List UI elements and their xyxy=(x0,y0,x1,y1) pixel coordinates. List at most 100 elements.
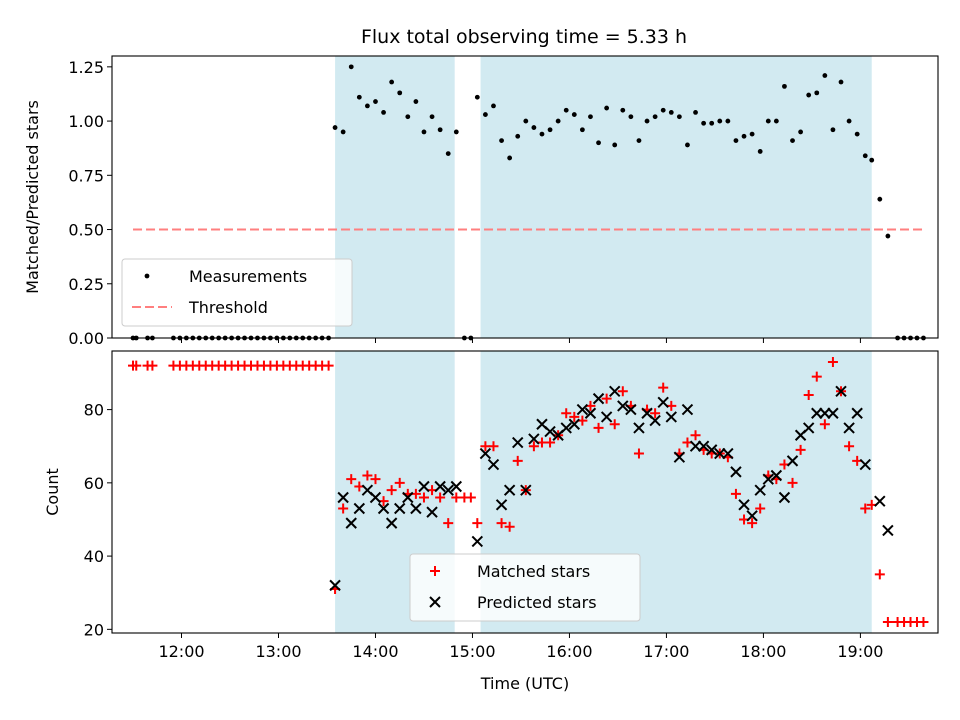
measurements-point xyxy=(885,233,891,239)
y-tick-label: 20 xyxy=(84,620,104,639)
measurements-point xyxy=(340,129,346,135)
measurements-point xyxy=(499,138,504,144)
measurements-point xyxy=(348,64,354,70)
measurements-point xyxy=(373,99,378,104)
measurements-point xyxy=(445,151,451,157)
measurements-point xyxy=(877,196,883,202)
matched-stars-point xyxy=(795,444,806,455)
predicted-stars-point xyxy=(487,458,500,471)
matched-stars-point xyxy=(819,419,830,430)
predicted-stars-point xyxy=(503,484,516,496)
predicted-stars-point xyxy=(746,510,758,522)
predicted-stars-point xyxy=(827,407,839,419)
predicted-stars-point xyxy=(410,502,422,515)
measurements-point xyxy=(854,131,860,137)
predicted-stars-point xyxy=(528,433,540,445)
predicted-stars-point xyxy=(560,422,572,434)
measurements-point xyxy=(579,127,585,133)
measurements-point xyxy=(332,125,338,130)
measurements-point xyxy=(397,90,403,96)
legend-label-threshold: Threshold xyxy=(188,298,268,317)
predicted-stars-point xyxy=(874,495,886,507)
measurements-point xyxy=(547,127,553,133)
measurements-point xyxy=(523,118,529,124)
observing-window-1 xyxy=(335,56,455,338)
measurements-point xyxy=(644,118,650,124)
predicted-stars-point xyxy=(329,579,341,592)
observing-window-2 xyxy=(480,56,872,338)
measurements-point xyxy=(413,99,419,104)
bottom-panel-counts: 12:00 13:00 14:00 15:00 16:00 17:00 18:00 19:00… xyxy=(43,350,939,693)
measurements-point xyxy=(652,114,658,120)
measurements-point xyxy=(620,107,626,113)
measurements-point xyxy=(482,112,488,117)
legend-box xyxy=(121,258,353,327)
measurements-point xyxy=(685,142,690,148)
predicted-stars-point xyxy=(450,480,463,493)
y-tick-label: 60 xyxy=(84,474,104,493)
measurements-point xyxy=(429,114,435,120)
matched-stars-point xyxy=(528,441,539,452)
predicted-stars-point xyxy=(665,411,677,423)
matched-stars-point xyxy=(131,360,142,371)
matched-stars-point xyxy=(601,393,612,404)
predicted-stars-point xyxy=(434,480,446,493)
measurements-point xyxy=(814,90,820,96)
predicted-stars-point xyxy=(394,502,406,515)
legend-swatch-predicted-stars xyxy=(429,596,441,608)
y-axis-label: Count xyxy=(43,468,62,516)
measurements-point xyxy=(453,129,459,135)
predicted-stars-point xyxy=(843,422,855,434)
y-tick-label: 0.75 xyxy=(68,166,104,185)
matched-stars-point xyxy=(443,518,454,529)
predicted-stars-point xyxy=(617,400,629,412)
predicted-stars-point xyxy=(770,469,783,482)
predicted-stars-point xyxy=(520,484,532,496)
predicted-stars-point xyxy=(778,491,791,504)
predicted-stars-point xyxy=(786,455,799,467)
predicted-stars-point xyxy=(337,491,349,504)
measurements-point xyxy=(757,149,763,154)
legend-label-matched-stars: Matched stars xyxy=(477,562,590,581)
predicted-stars-point xyxy=(442,484,454,496)
measurements-point xyxy=(405,114,411,120)
matched-stars-point xyxy=(827,356,838,367)
predicted-stars-point xyxy=(544,425,556,438)
y-tick-label: 0.50 xyxy=(68,221,104,240)
x-tick-label: 17:00 xyxy=(643,642,689,661)
legend: Measurements Threshold xyxy=(121,258,353,327)
measurements-point xyxy=(356,94,362,100)
predicted-stars-point xyxy=(471,535,484,548)
y-tick-label: 40 xyxy=(84,547,104,566)
predicted-stars-point xyxy=(754,484,766,496)
matched-stars-point xyxy=(874,569,885,580)
predicted-stars-point xyxy=(345,517,357,529)
predicted-stars-point xyxy=(882,524,894,537)
x-tick-label: 12:00 xyxy=(158,642,204,661)
measurements-point xyxy=(773,118,779,124)
measurements-point xyxy=(437,127,443,133)
matched-stars-point xyxy=(504,521,515,532)
measurements-point xyxy=(838,79,844,85)
predicted-stars-point xyxy=(722,447,734,460)
predicted-stars-point xyxy=(609,385,621,397)
predicted-stars-point xyxy=(426,506,438,518)
matched-stars-point xyxy=(658,382,669,393)
y-tick-label: 0.00 xyxy=(68,329,104,348)
measurements-point xyxy=(798,129,804,135)
y-tick-label: 1.25 xyxy=(68,58,104,77)
predicted-stars-point xyxy=(811,407,823,419)
matched-stars-point xyxy=(488,441,499,452)
y-tick-label: 1.00 xyxy=(68,112,104,131)
y-tick-label: 0.25 xyxy=(68,275,104,294)
predicted-stars-point xyxy=(649,414,661,427)
matched-stars-point xyxy=(609,419,620,430)
measurements-point xyxy=(555,118,561,124)
matched-stars-point xyxy=(362,470,373,481)
matched-stars-point xyxy=(730,488,741,499)
predicted-stars-point xyxy=(819,407,831,419)
predicted-stars-point xyxy=(584,407,597,419)
predicted-stars-point xyxy=(859,458,871,471)
matched-stars-point xyxy=(593,422,604,433)
predicted-stars-point xyxy=(762,473,774,485)
